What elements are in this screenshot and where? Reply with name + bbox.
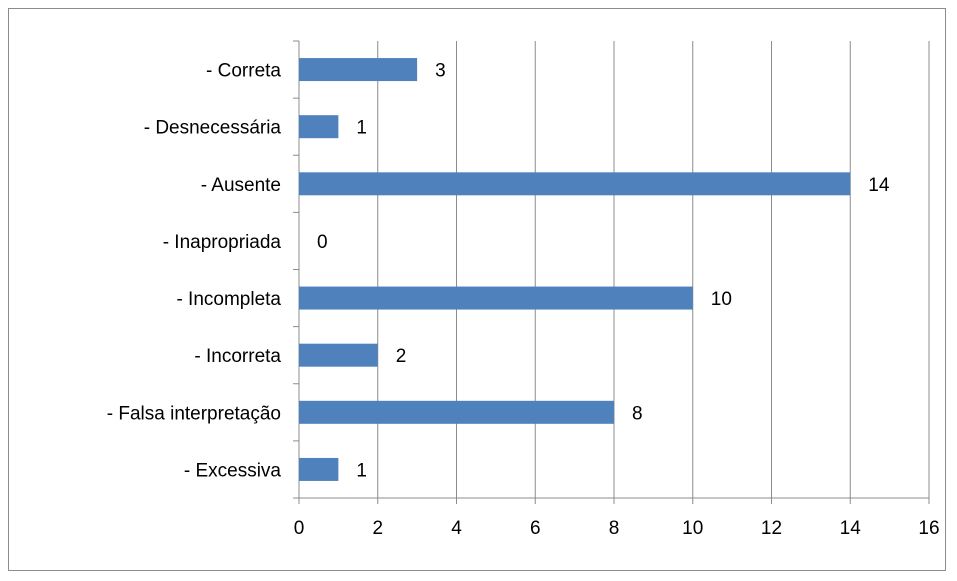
bar — [299, 115, 339, 139]
axes — [293, 40, 930, 504]
data-label: 1 — [356, 460, 367, 481]
bars — [299, 58, 851, 481]
x-tick-label: 14 — [840, 518, 862, 539]
data-label: 2 — [396, 346, 407, 367]
gridlines — [377, 41, 930, 498]
category-label: - Desnecessária — [144, 118, 282, 139]
x-tick-label: 4 — [451, 518, 462, 539]
category-label: - Excessiva — [184, 460, 282, 481]
x-tick-label: 10 — [682, 518, 703, 539]
x-tick-label: 8 — [609, 518, 620, 539]
x-tick-label: 0 — [294, 518, 305, 539]
bar — [299, 58, 418, 82]
x-tick-label: 6 — [530, 518, 541, 539]
x-tick-label: 12 — [761, 518, 782, 539]
category-labels: - Correta - Desnecessária - Ausente - Inapr… — [107, 61, 282, 482]
data-label: 0 — [317, 232, 328, 253]
category-label: - Incorreta — [194, 346, 281, 367]
category-label: - Falsa interpretação — [107, 403, 281, 424]
category-label: - Inapropriada — [163, 232, 282, 253]
data-label: 10 — [711, 289, 732, 310]
data-labels: 3 1 14 0 10 2 8 1 — [317, 61, 890, 482]
data-label: 14 — [868, 175, 890, 196]
bar — [299, 172, 851, 196]
data-label: 3 — [435, 61, 446, 82]
bar — [299, 400, 614, 424]
x-tick-label: 16 — [918, 518, 939, 539]
bar — [299, 457, 339, 481]
x-tick-label: 2 — [372, 518, 383, 539]
x-tick-labels: 0 2 4 6 8 10 12 14 16 — [294, 518, 940, 539]
category-label: - Correta — [206, 61, 281, 82]
chart-area: 3 1 14 0 10 2 8 1 - Correta - Desnecessária - Aus… — [8, 8, 946, 571]
data-label: 1 — [356, 118, 367, 139]
category-label: - Incompleta — [176, 289, 281, 310]
category-label: - Ausente — [201, 175, 281, 196]
bar — [299, 343, 378, 367]
bar — [299, 286, 693, 310]
bar-chart: 3 1 14 0 10 2 8 1 - Correta - Desnecessária - Aus… — [107, 40, 940, 539]
data-label: 8 — [632, 403, 643, 424]
